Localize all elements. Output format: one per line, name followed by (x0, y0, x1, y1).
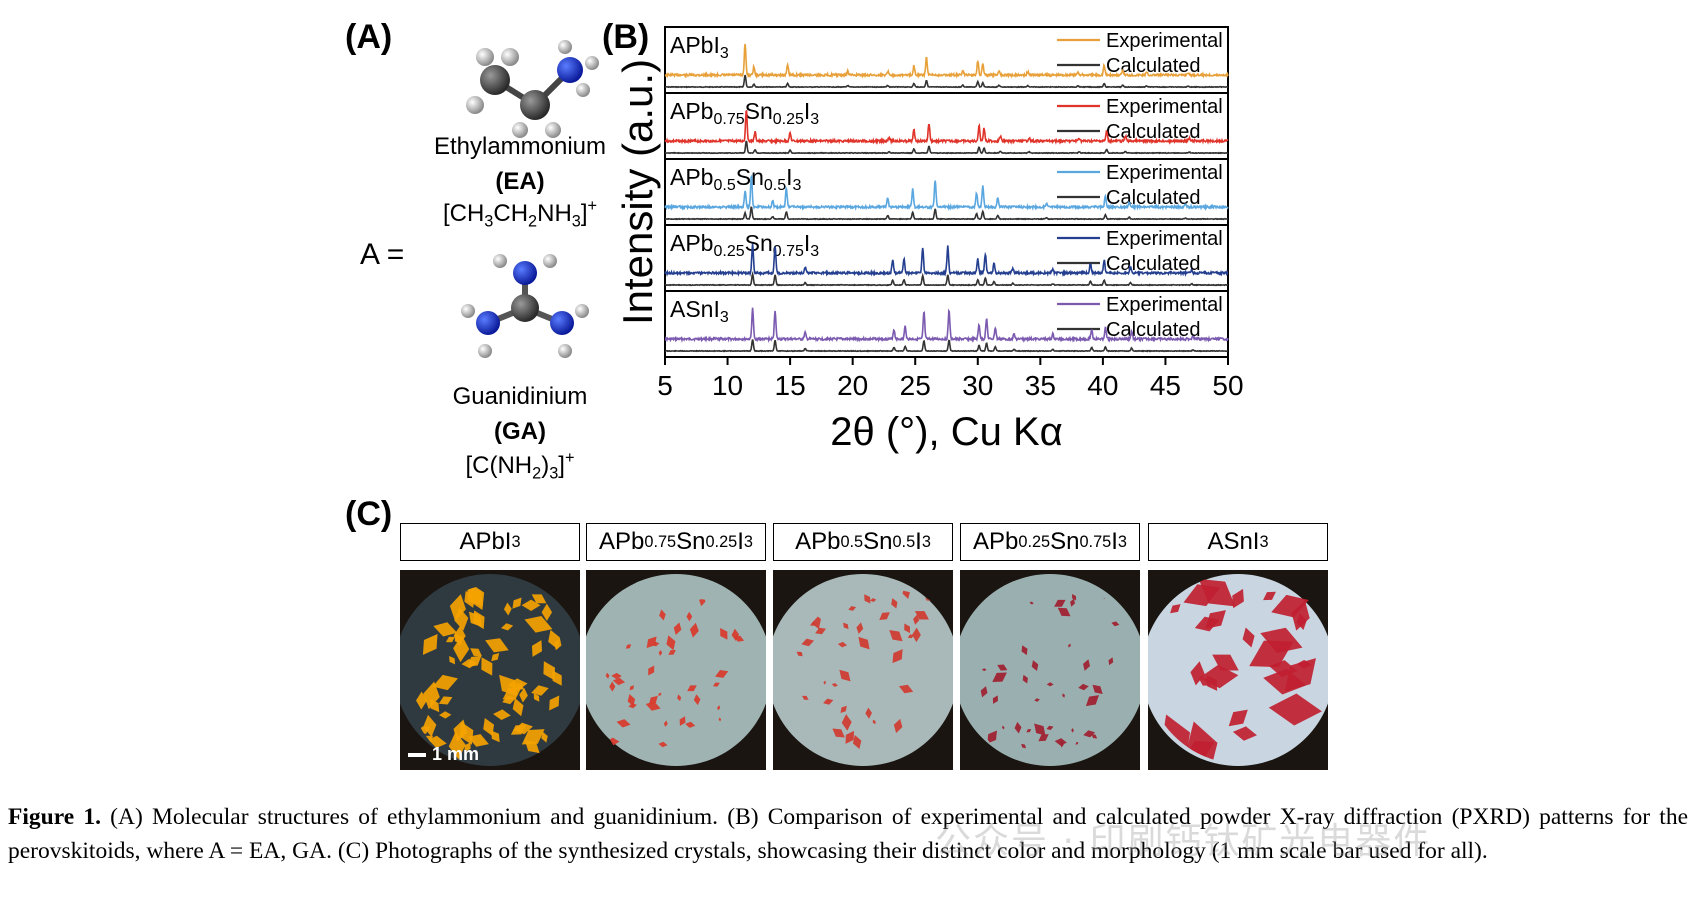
legend-label: Experimental (1106, 96, 1223, 118)
figure-caption: Figure 1. (A) Molecular structures of et… (8, 800, 1688, 868)
x-tick-label: 10 (712, 370, 743, 401)
crystal-photo (960, 570, 1140, 770)
legend-label: Calculated (1106, 319, 1201, 341)
a-equals-label: A = (360, 238, 405, 271)
x-tick-label: 25 (900, 370, 931, 401)
scale-bar: 1 mm (408, 744, 479, 765)
x-tick-label: 5 (657, 370, 673, 401)
pattern-label: ASnI3 (670, 296, 729, 326)
photo-label: APb 0.5 Sn 0.5 I 3 (773, 523, 953, 561)
x-tick-label: 15 (775, 370, 806, 401)
caption-text: (A) Molecular structures of ethylammoniu… (8, 804, 1689, 864)
pattern-label: APb0.5Sn0.5I3 (670, 164, 802, 194)
experimental-trace (664, 243, 1229, 278)
figure-label: Figure 1. (8, 804, 101, 830)
watermark: 公众号 · 印刷钙钛矿光电器件 (935, 821, 1432, 862)
ea-name: Ethylammonium (433, 133, 607, 160)
x-axis-label: 2θ (°), Cu Kα (830, 410, 1063, 454)
x-tick-label: 45 (1150, 370, 1181, 401)
panel-label-b: (B) (602, 18, 650, 56)
calculated-trace (664, 140, 1229, 155)
pattern-label: APb0.25Sn0.75I3 (670, 230, 819, 260)
calculated-trace (664, 206, 1229, 221)
experimental-trace (664, 109, 1229, 146)
x-tick-label: 50 (1212, 370, 1243, 401)
ga-formula: [C(NH2)3]+ (465, 449, 575, 483)
x-tick-label: 30 (962, 370, 993, 401)
crystal-photo (586, 570, 766, 770)
crystal-photo (773, 570, 953, 770)
x-tick-label: 20 (837, 370, 868, 401)
crystal-photo (1148, 570, 1328, 770)
legend-label: Calculated (1106, 121, 1201, 143)
calculated-trace (664, 271, 1229, 287)
experimental-trace (664, 43, 1229, 80)
legend-label: Experimental (1106, 30, 1223, 52)
guanidinium-molecule-icon (461, 254, 589, 358)
ea-abbr: (EA) (495, 168, 545, 195)
calculated-trace (664, 339, 1228, 353)
legend-label: Experimental (1106, 162, 1223, 184)
experimental-trace (664, 173, 1229, 212)
legend-label: Experimental (1106, 228, 1223, 250)
ga-name: Guanidinium (452, 383, 588, 410)
panel-label-c: (C) (345, 495, 393, 533)
pattern-label: APb0.75Sn0.25I3 (670, 98, 819, 128)
experimental-trace (664, 307, 1229, 344)
pattern-frame (664, 290, 1229, 358)
photo-label: APb 0.25 Sn 0.75 I 3 (960, 523, 1140, 561)
scale-bar-label: 1 mm (432, 744, 480, 764)
x-tick-label: 35 (1025, 370, 1056, 401)
crystal-photo (400, 570, 580, 770)
panel-label-a: (A) (345, 18, 393, 56)
photo-label: ASnI 3 (1148, 523, 1328, 561)
photo-label: APb 0.75 Sn 0.25 I 3 (586, 523, 766, 561)
ethylammonium-molecule-icon (466, 40, 599, 138)
calculated-trace (665, 74, 1229, 89)
pxrd-chart: APbI3 Experimental Calculated APb0.75Sn0.25… (614, 26, 1244, 454)
y-axis-label: Intensity (a.u.) (614, 59, 661, 325)
ga-abbr: (GA) (494, 418, 546, 445)
pattern-label: APbI3 (670, 32, 729, 62)
legend-label: Experimental (1106, 294, 1223, 316)
photo-label: APbI 3 (400, 523, 580, 561)
ea-formula: [CH3CH2NH3]+ (442, 197, 598, 231)
legend-label: Calculated (1106, 55, 1201, 77)
x-tick-label: 40 (1087, 370, 1118, 401)
